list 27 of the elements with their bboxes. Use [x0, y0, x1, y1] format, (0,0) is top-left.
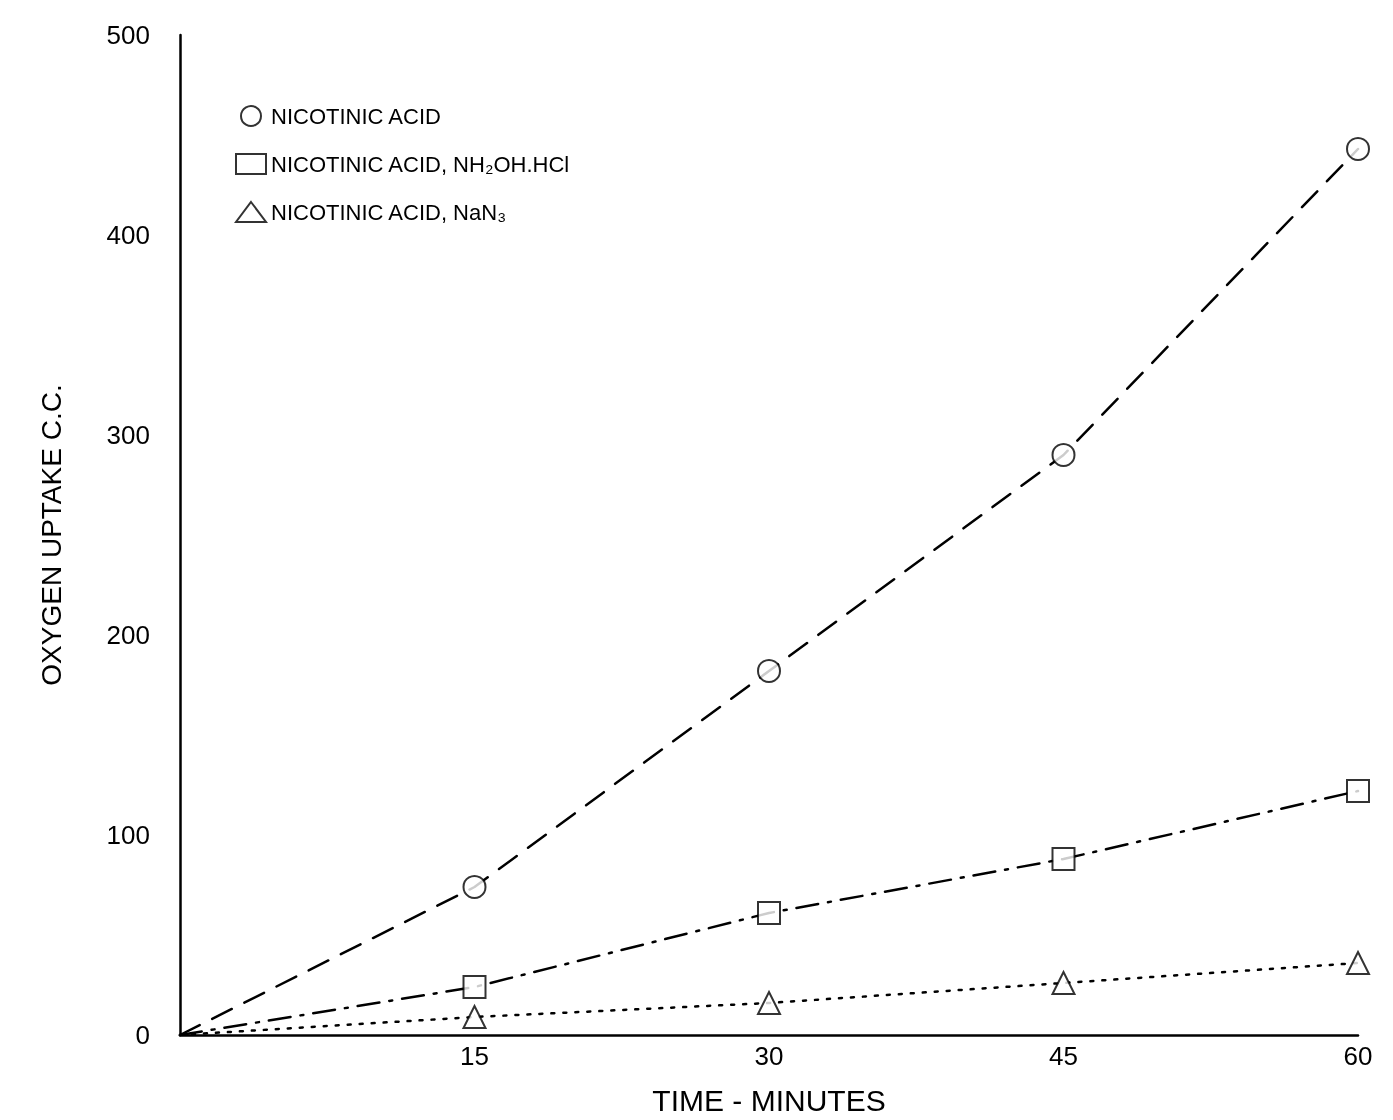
point	[1346, 951, 1370, 975]
legend-label: NICOTINIC ACID, NH₂OH.HCl	[271, 151, 570, 177]
point	[757, 901, 781, 925]
point	[462, 875, 487, 899]
point	[1346, 779, 1370, 803]
point	[462, 975, 487, 999]
legend-label: NICOTINIC ACID	[271, 103, 441, 129]
x-axis-title: TIME - MINUTES	[652, 1083, 886, 1117]
point	[757, 991, 781, 1015]
y-tick-label: 300	[106, 420, 150, 450]
y-tick-label: 100	[106, 820, 150, 850]
point	[1051, 443, 1076, 467]
point	[1051, 847, 1076, 871]
y-tick-label: 0	[135, 1020, 150, 1050]
point	[1051, 971, 1076, 995]
x-tick-label: 30	[754, 1041, 784, 1071]
y-tick-label: 400	[106, 220, 150, 250]
y-tick-label: 200	[106, 620, 150, 650]
x-tick-label: 60	[1343, 1041, 1373, 1071]
point	[462, 1005, 487, 1029]
x-tick-label: 45	[1049, 1041, 1078, 1071]
x-tick-label: 15	[460, 1041, 489, 1071]
y-tick-label: 500	[106, 20, 150, 50]
point	[1346, 137, 1370, 161]
legend-label: NICOTINIC ACID, NaN₃	[271, 199, 507, 225]
y-axis-title: OXYGEN UPTAKE C.C.	[35, 384, 67, 686]
point	[757, 659, 781, 683]
